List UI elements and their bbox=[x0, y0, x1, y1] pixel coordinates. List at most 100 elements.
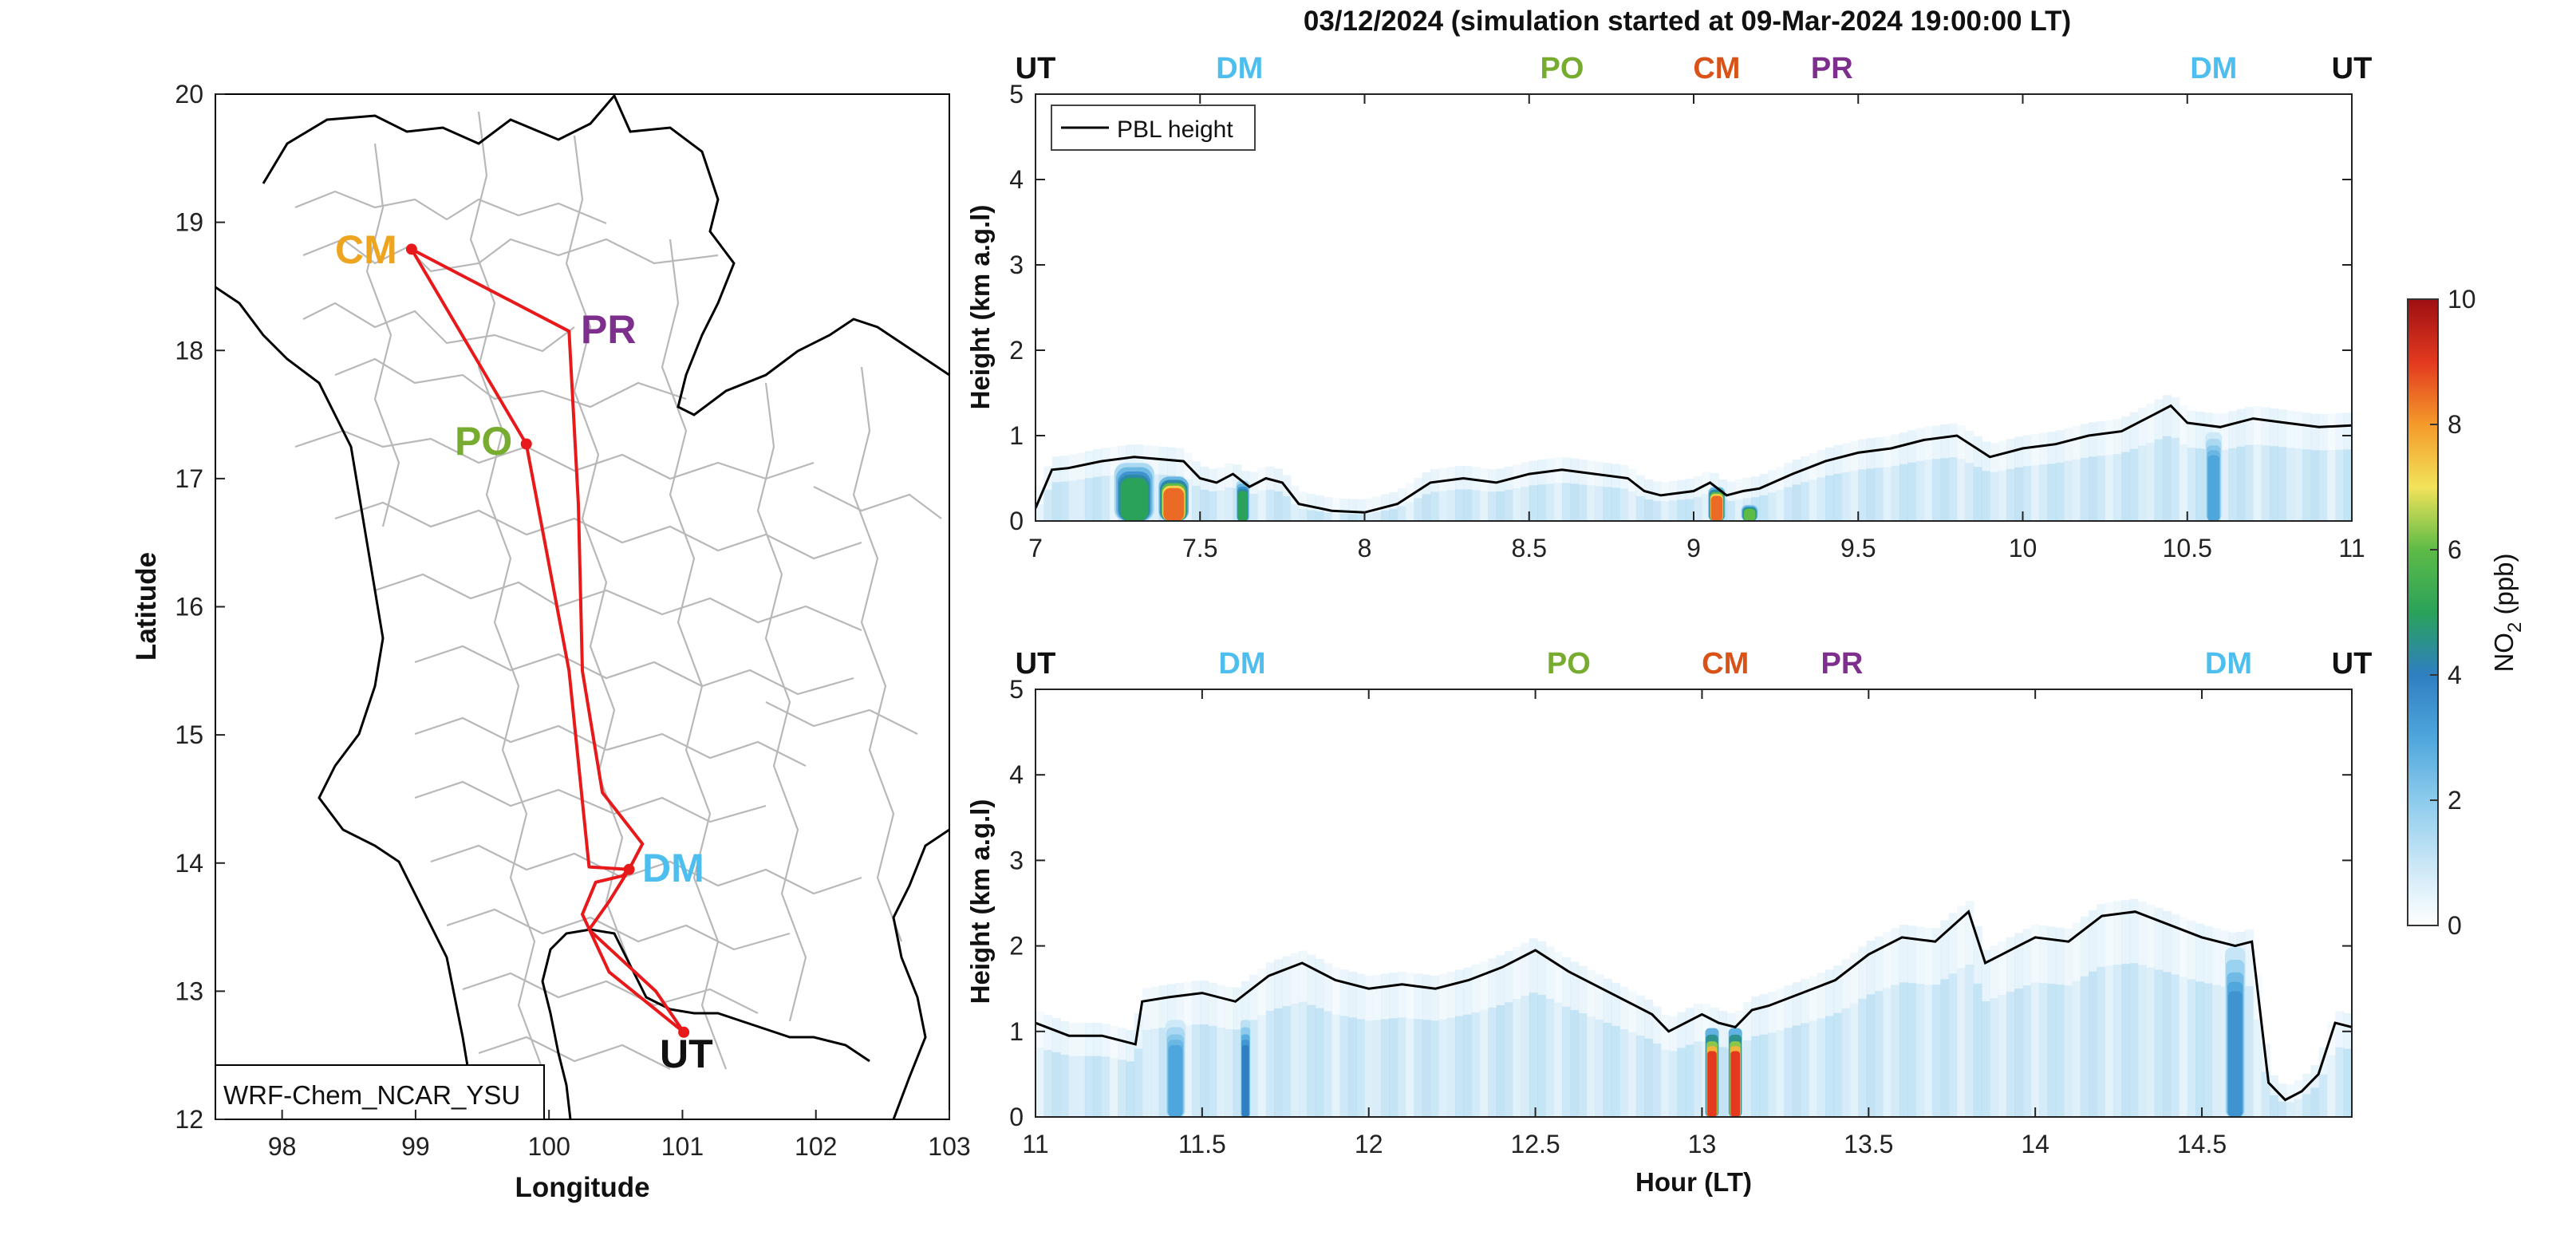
colorbar-label-main: NO bbox=[2489, 633, 2519, 673]
top-boundary-layer-cell bbox=[2187, 448, 2196, 521]
bot-boundary-layer-cell bbox=[1488, 1007, 1497, 1117]
top-background-cell bbox=[1397, 488, 1406, 521]
bot-boundary-layer-cell bbox=[1208, 1025, 1217, 1117]
bot-background-cell bbox=[2286, 1084, 2295, 1117]
top-boundary-layer-cell bbox=[1290, 503, 1300, 521]
bot-boundary-layer-cell bbox=[1126, 1061, 1135, 1117]
map-y-tick-label: 16 bbox=[175, 593, 203, 622]
bot-boundary-layer-cell bbox=[1381, 1019, 1391, 1117]
top-boundary-layer-cell bbox=[2112, 454, 2123, 521]
top-boundary-layer-cell bbox=[2179, 444, 2188, 521]
top-boundary-layer-cell bbox=[1767, 492, 1777, 521]
top-boundary-layer-cell bbox=[1496, 491, 1505, 521]
bot-boundary-layer-cell bbox=[1084, 1056, 1094, 1117]
top-boundary-layer-cell bbox=[2129, 448, 2139, 521]
site-marker-ut bbox=[678, 1026, 690, 1038]
top-boundary-layer-cell bbox=[1504, 489, 1513, 521]
figure-title: 03/12/2024 (simulation started at 09-Mar… bbox=[1304, 6, 2071, 37]
top-background-cell bbox=[1356, 499, 1366, 521]
map-y-tick-label: 17 bbox=[175, 464, 203, 493]
bot-site-label-po: PO bbox=[1547, 647, 1591, 681]
bot-boundary-layer-cell bbox=[1545, 998, 1555, 1117]
bot-boundary-layer-cell bbox=[1233, 1029, 1242, 1117]
top-boundary-layer-cell bbox=[2006, 468, 2015, 521]
top-boundary-layer-cell bbox=[1513, 487, 1522, 521]
site-label-cm: CM bbox=[335, 227, 397, 272]
colorbar-label: NO2 (ppb) bbox=[2489, 553, 2526, 672]
bot-x-tick-label: 11.5 bbox=[1178, 1130, 1226, 1158]
top-boundary-layer-cell bbox=[1776, 489, 1785, 521]
bot-boundary-layer-cell bbox=[2047, 984, 2057, 1117]
bot-boundary-layer-cell bbox=[1841, 1008, 1851, 1117]
colorbar-label-sub: 2 bbox=[2504, 622, 2526, 633]
top-boundary-layer-cell bbox=[2055, 462, 2065, 521]
bot-boundary-layer-cell bbox=[1389, 1018, 1398, 1117]
top-x-tick-label: 9 bbox=[1686, 534, 1701, 562]
top-site-label-pr: PR bbox=[1811, 52, 1853, 85]
top-boundary-layer-cell bbox=[1076, 479, 1086, 521]
map-x-tick-label: 102 bbox=[795, 1132, 837, 1161]
top-boundary-layer-cell bbox=[1406, 502, 1415, 521]
bot-no2-plume bbox=[1730, 1051, 1741, 1117]
top-boundary-layer-cell bbox=[2261, 445, 2270, 521]
top-boundary-layer-cell bbox=[1150, 474, 1160, 521]
bot-y-tick-label: 3 bbox=[1009, 846, 1024, 874]
top-boundary-layer-cell bbox=[1051, 482, 1061, 521]
top-boundary-layer-cell bbox=[2072, 459, 2081, 521]
top-boundary-layer-cell bbox=[2039, 464, 2049, 521]
top-boundary-layer-cell bbox=[2335, 449, 2345, 521]
bot-boundary-layer-cell bbox=[1158, 1028, 1168, 1117]
bot-boundary-layer-cell bbox=[2253, 1019, 2262, 1117]
bot-site-label-pr: PR bbox=[1821, 647, 1863, 681]
top-boundary-layer-cell bbox=[1669, 500, 1679, 521]
top-boundary-layer-cell bbox=[1883, 467, 1892, 521]
top-boundary-layer-cell bbox=[1891, 465, 1900, 521]
bot-boundary-layer-cell bbox=[2318, 1074, 2328, 1117]
colorbar-tick-label: 6 bbox=[2448, 535, 2462, 564]
top-boundary-layer-cell bbox=[1059, 481, 1070, 521]
top-boundary-layer-cell bbox=[2105, 455, 2114, 521]
bot-boundary-layer-cell bbox=[1537, 994, 1547, 1117]
top-boundary-layer-cell bbox=[2030, 465, 2040, 521]
bot-boundary-layer-cell bbox=[2055, 985, 2065, 1117]
bot-boundary-layer-cell bbox=[1965, 964, 1974, 1117]
bot-boundary-layer-cell bbox=[2154, 969, 2164, 1117]
bot-boundary-layer-cell bbox=[1603, 1022, 1612, 1117]
top-boundary-layer-cell bbox=[1899, 464, 1908, 521]
top-boundary-layer-cell bbox=[1825, 475, 1835, 521]
top-x-tick-label: 8 bbox=[1358, 534, 1372, 562]
top-boundary-layer-cell bbox=[1849, 470, 1860, 521]
top-boundary-layer-cell bbox=[1331, 513, 1341, 521]
bot-boundary-layer-cell bbox=[1595, 1019, 1604, 1117]
map-y-tick-label: 15 bbox=[175, 720, 203, 749]
top-boundary-layer-cell bbox=[2154, 439, 2164, 521]
top-boundary-layer-cell bbox=[1463, 489, 1473, 521]
bot-boundary-layer-cell bbox=[2220, 986, 2230, 1117]
bot-y-tick-label: 0 bbox=[1009, 1103, 1024, 1131]
bot-boundary-layer-cell bbox=[1776, 1030, 1785, 1117]
top-boundary-layer-cell bbox=[1216, 490, 1225, 521]
top-boundary-layer-cell bbox=[1200, 489, 1209, 521]
top-boundary-layer-cell bbox=[1915, 460, 1925, 521]
map-x-tick-label: 100 bbox=[527, 1132, 570, 1161]
top-boundary-layer-cell bbox=[2064, 460, 2073, 521]
top-y-ticks: 0 1 2 3 4 5 bbox=[1009, 80, 2352, 535]
top-boundary-layer-cell bbox=[1973, 467, 1982, 521]
map-x-ticks: 98 99 100 101 102 103 bbox=[268, 1110, 971, 1161]
bot-boundary-layer-cell bbox=[2089, 971, 2098, 1117]
top-boundary-layer-cell bbox=[1801, 482, 1810, 521]
bot-boundary-layer-cell bbox=[2171, 974, 2180, 1117]
bot-boundary-layer-cell bbox=[1825, 1016, 1835, 1117]
bot-boundary-layer-cell bbox=[1611, 1025, 1620, 1117]
top-boundary-layer-cell bbox=[1866, 468, 1876, 521]
top-boundary-layer-cell bbox=[1438, 491, 1448, 521]
site-label-po: PO bbox=[455, 419, 512, 464]
bot-boundary-layer-cell bbox=[1635, 1035, 1645, 1117]
top-boundary-layer-cell bbox=[2195, 448, 2205, 521]
top-boundary-layer-cell bbox=[1381, 510, 1391, 521]
bot-boundary-layer-cell bbox=[2203, 983, 2213, 1117]
top-boundary-layer-cell bbox=[2253, 444, 2262, 521]
top-boundary-layer-cell bbox=[1981, 471, 1991, 521]
top-boundary-layer-cell bbox=[2278, 447, 2287, 521]
